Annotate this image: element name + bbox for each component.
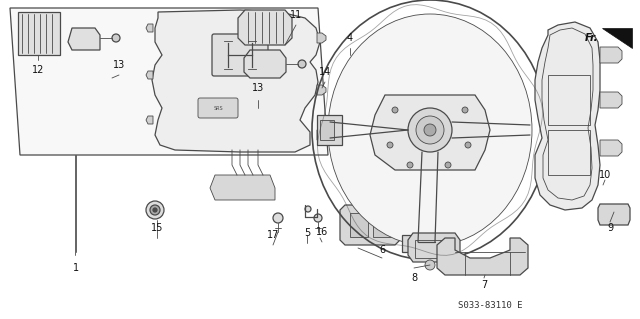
- Polygon shape: [10, 8, 328, 155]
- Polygon shape: [146, 71, 153, 79]
- Circle shape: [462, 107, 468, 113]
- Polygon shape: [370, 95, 490, 170]
- Polygon shape: [317, 85, 326, 95]
- Polygon shape: [18, 12, 60, 55]
- Text: 5: 5: [304, 228, 310, 238]
- Polygon shape: [317, 130, 326, 140]
- Text: 6: 6: [379, 245, 385, 255]
- Text: 8: 8: [411, 273, 417, 283]
- Circle shape: [425, 260, 435, 270]
- Bar: [350, 213, 368, 237]
- Polygon shape: [600, 92, 622, 108]
- Text: 13: 13: [252, 83, 264, 93]
- Polygon shape: [317, 115, 342, 145]
- Polygon shape: [535, 22, 600, 210]
- Polygon shape: [152, 10, 320, 152]
- Polygon shape: [600, 140, 622, 156]
- Circle shape: [445, 162, 451, 168]
- Circle shape: [298, 60, 306, 68]
- Polygon shape: [68, 28, 100, 50]
- FancyBboxPatch shape: [212, 34, 268, 76]
- Polygon shape: [146, 116, 153, 124]
- Polygon shape: [602, 28, 632, 48]
- Text: S033-83110 E: S033-83110 E: [458, 300, 522, 309]
- Bar: [415, 240, 451, 258]
- FancyBboxPatch shape: [198, 98, 238, 118]
- Polygon shape: [600, 47, 622, 63]
- Circle shape: [150, 205, 160, 215]
- Text: 12: 12: [32, 65, 44, 75]
- Polygon shape: [437, 238, 528, 275]
- Text: Fr.: Fr.: [584, 33, 598, 43]
- Polygon shape: [210, 175, 275, 200]
- Text: 17: 17: [267, 230, 279, 240]
- Text: 15: 15: [151, 223, 163, 233]
- Circle shape: [273, 213, 283, 223]
- Circle shape: [112, 34, 120, 42]
- Polygon shape: [340, 205, 400, 245]
- Polygon shape: [146, 24, 153, 32]
- Bar: [380, 199, 388, 205]
- Bar: [373, 213, 391, 237]
- Circle shape: [387, 142, 393, 148]
- Text: 13: 13: [113, 60, 125, 70]
- Text: 7: 7: [481, 280, 487, 290]
- Circle shape: [408, 108, 452, 152]
- Circle shape: [416, 116, 444, 144]
- Polygon shape: [408, 233, 460, 262]
- Circle shape: [407, 162, 413, 168]
- Ellipse shape: [328, 14, 532, 246]
- Text: 14: 14: [319, 67, 331, 77]
- Text: 10: 10: [599, 170, 611, 180]
- Text: SRS: SRS: [213, 106, 223, 110]
- Circle shape: [465, 142, 471, 148]
- Polygon shape: [598, 204, 630, 225]
- Circle shape: [153, 208, 157, 212]
- Circle shape: [314, 214, 322, 222]
- Bar: [355, 199, 363, 205]
- Polygon shape: [238, 10, 292, 45]
- Circle shape: [392, 107, 398, 113]
- Text: 16: 16: [316, 227, 328, 237]
- Text: 4: 4: [347, 33, 353, 43]
- Polygon shape: [244, 50, 286, 78]
- Circle shape: [305, 206, 311, 212]
- Circle shape: [424, 124, 436, 136]
- Polygon shape: [317, 33, 326, 43]
- Polygon shape: [402, 235, 450, 252]
- Text: 9: 9: [607, 223, 613, 233]
- Bar: [320, 120, 334, 140]
- Text: 1: 1: [73, 263, 79, 273]
- Circle shape: [146, 201, 164, 219]
- Text: 11: 11: [290, 10, 302, 20]
